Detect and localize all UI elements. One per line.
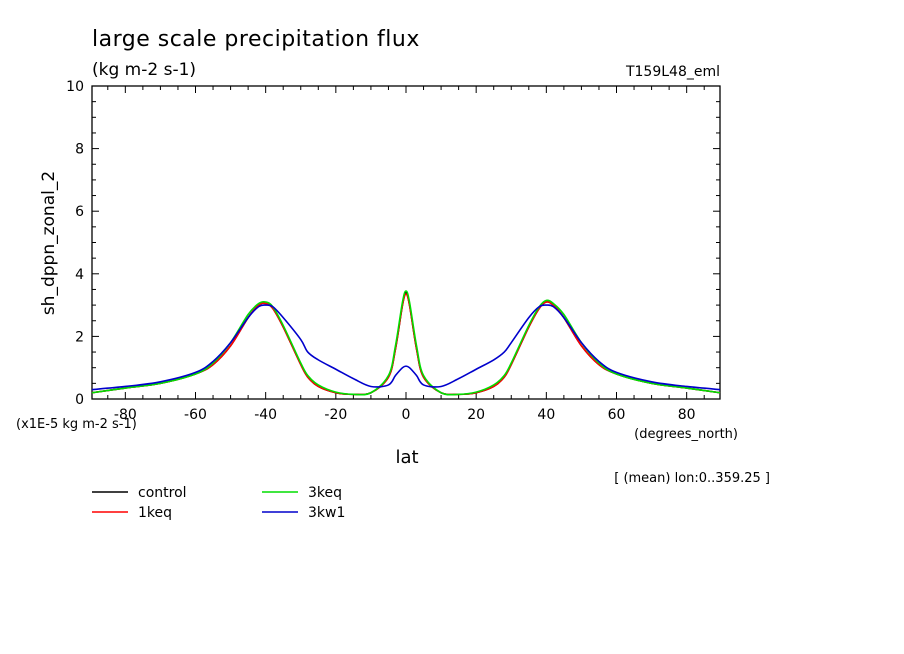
legend-label-3kw1: 3kw1 [308, 505, 345, 521]
x-axis: -80 -60 -40 -20 0 20 40 60 80 [107, 86, 705, 423]
y-tick-label: 0 [75, 392, 84, 408]
x-tick-label: 20 [467, 407, 485, 423]
x-axis-label: lat [395, 447, 418, 468]
x-tick-label: -40 [254, 407, 277, 423]
series-line-3keq [91, 290, 721, 396]
x-tick-label: 80 [678, 407, 696, 423]
x-tick-label: -20 [324, 407, 347, 423]
run-label: T159L48_eml [625, 64, 720, 80]
y-tick-label: 2 [75, 329, 84, 345]
y-axis-label: sh_dppn_zonal_2 [39, 171, 59, 315]
series-line-control [91, 291, 721, 396]
y-tick-label: 10 [66, 79, 84, 95]
x-unit-label: (degrees_north) [634, 427, 738, 442]
plot-area [91, 85, 721, 400]
y-scale-label: (x1E-5 kg m-2 s-1) [16, 417, 137, 432]
x-tick-label: -60 [184, 407, 207, 423]
footnote: [ (mean) lon:0..359.25 ] [614, 471, 770, 486]
x-tick-label: -80 [114, 407, 137, 423]
chart-title: large scale precipitation flux [92, 27, 420, 52]
x-tick-label: 60 [608, 407, 626, 423]
series-lines [91, 290, 721, 396]
y-tick-label: 8 [75, 142, 84, 158]
chart-subtitle: (kg m-2 s-1) [92, 60, 196, 80]
plot-frame [91, 85, 721, 400]
legend-label-1keq: 1keq [138, 505, 172, 521]
legend: control 1keq 3keq 3kw1 [92, 485, 345, 521]
series-line-1keq [91, 293, 721, 396]
x-tick-label: 40 [537, 407, 555, 423]
x-tick-label: 0 [402, 407, 411, 423]
legend-label-3keq: 3keq [308, 485, 342, 501]
y-tick-label: 6 [75, 204, 84, 220]
y-axis: 0 2 4 6 8 10 [66, 79, 720, 408]
y-tick-label: 4 [75, 267, 84, 283]
series-line-3kw1 [91, 304, 721, 391]
legend-label-control: control [138, 485, 187, 501]
